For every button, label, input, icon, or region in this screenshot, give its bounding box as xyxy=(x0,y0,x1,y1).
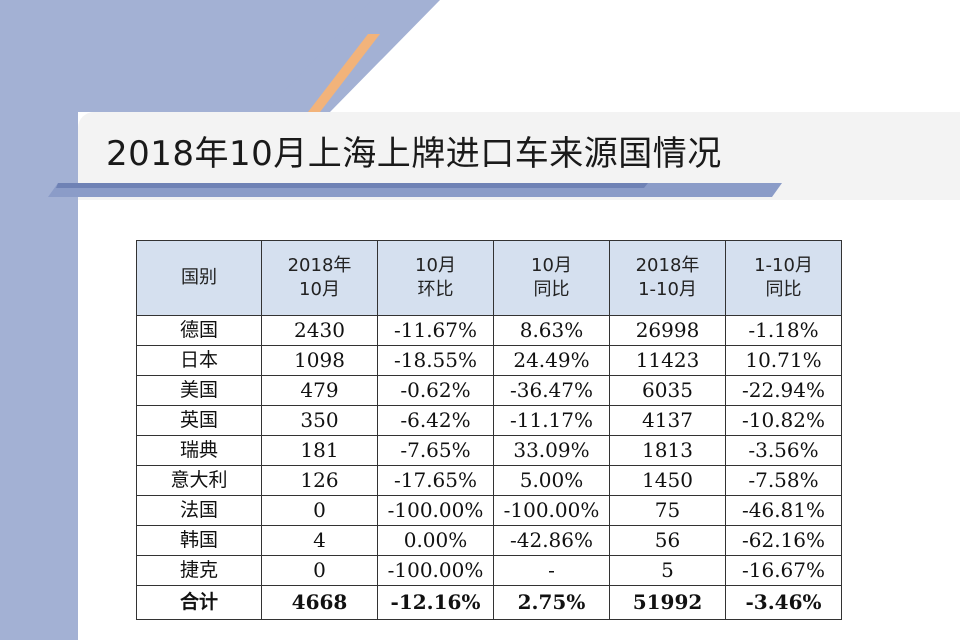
cell-country: 英国 xyxy=(136,405,262,436)
cell-oct-2018: 1098 xyxy=(261,345,378,376)
cell-jan-oct-yoy: -3.56% xyxy=(725,435,842,466)
cell-jan-oct-2018: 1813 xyxy=(609,435,726,466)
cell-oct-mom: -18.55% xyxy=(377,345,494,376)
cell-jan-oct-2018: 56 xyxy=(609,525,726,556)
table-row: 英国 350 -6.42% -11.17% 4137 -10.82% xyxy=(136,405,842,436)
total-jan-oct-2018: 51992 xyxy=(609,585,726,620)
cell-oct-2018: 126 xyxy=(261,465,378,496)
cell-oct-2018: 0 xyxy=(261,495,378,526)
cell-jan-oct-2018: 11423 xyxy=(609,345,726,376)
header-jan-oct-2018: 2018年 1-10月 xyxy=(609,240,726,316)
total-oct-yoy: 2.75% xyxy=(493,585,610,620)
page-title: 2018年10月上海上牌进口车来源国情况 xyxy=(106,134,722,174)
table-row: 日本 1098 -18.55% 24.49% 11423 10.71% xyxy=(136,345,842,376)
table-total-row: 合计 4668 -12.16% 2.75% 51992 -3.46% xyxy=(136,585,842,620)
header-oct-yoy: 10月 同比 xyxy=(493,240,610,316)
cell-oct-2018: 479 xyxy=(261,375,378,406)
cell-jan-oct-2018: 1450 xyxy=(609,465,726,496)
cell-oct-mom: -100.00% xyxy=(377,555,494,586)
cell-oct-2018: 4 xyxy=(261,525,378,556)
cell-country: 德国 xyxy=(136,315,262,346)
total-jan-oct-yoy: -3.46% xyxy=(725,585,842,620)
cell-jan-oct-2018: 75 xyxy=(609,495,726,526)
cell-oct-mom: -11.67% xyxy=(377,315,494,346)
cell-country: 意大利 xyxy=(136,465,262,496)
import-source-table: 国别 2018年 10月 10月 环比 10月 同比 2018年 1-10月 1… xyxy=(136,240,842,620)
header-jan-oct-yoy: 1-10月 同比 xyxy=(725,240,842,316)
orange-diagonal-stripe xyxy=(308,34,380,112)
cell-country: 瑞典 xyxy=(136,435,262,466)
cell-jan-oct-yoy: -22.94% xyxy=(725,375,842,406)
cell-oct-yoy: 8.63% xyxy=(493,315,610,346)
table-row: 法国 0 -100.00% -100.00% 75 -46.81% xyxy=(136,495,842,526)
blue-diagonal-band xyxy=(262,0,440,112)
cell-jan-oct-2018: 4137 xyxy=(609,405,726,436)
cell-oct-yoy: 33.09% xyxy=(493,435,610,466)
cell-country: 韩国 xyxy=(136,525,262,556)
total-country: 合计 xyxy=(136,585,262,620)
cell-oct-yoy: -36.47% xyxy=(493,375,610,406)
cell-jan-oct-yoy: -1.18% xyxy=(725,315,842,346)
cell-oct-mom: -100.00% xyxy=(377,495,494,526)
cell-oct-2018: 0 xyxy=(261,555,378,586)
total-oct-2018: 4668 xyxy=(261,585,378,620)
header-oct-2018: 2018年 10月 xyxy=(261,240,378,316)
table-header-row: 国别 2018年 10月 10月 环比 10月 同比 2018年 1-10月 1… xyxy=(136,240,842,316)
cell-jan-oct-yoy: -62.16% xyxy=(725,525,842,556)
cell-oct-2018: 2430 xyxy=(261,315,378,346)
cell-country: 日本 xyxy=(136,345,262,376)
cell-oct-mom: -0.62% xyxy=(377,375,494,406)
cell-jan-oct-2018: 5 xyxy=(609,555,726,586)
cell-oct-yoy: -100.00% xyxy=(493,495,610,526)
header-oct-mom: 10月 环比 xyxy=(377,240,494,316)
cell-jan-oct-yoy: -16.67% xyxy=(725,555,842,586)
cell-country: 捷克 xyxy=(136,555,262,586)
cell-oct-yoy: 24.49% xyxy=(493,345,610,376)
cell-oct-yoy: - xyxy=(493,555,610,586)
table-row: 瑞典 181 -7.65% 33.09% 1813 -3.56% xyxy=(136,435,842,466)
header-country: 国别 xyxy=(136,240,262,316)
table-row: 美国 479 -0.62% -36.47% 6035 -22.94% xyxy=(136,375,842,406)
table-row: 捷克 0 -100.00% -5 -16.67% xyxy=(136,555,842,586)
cell-oct-2018: 181 xyxy=(261,435,378,466)
cell-oct-yoy: -11.17% xyxy=(493,405,610,436)
cell-oct-mom: -7.65% xyxy=(377,435,494,466)
total-oct-mom: -12.16% xyxy=(377,585,494,620)
cell-oct-yoy: 5.00% xyxy=(493,465,610,496)
cell-oct-mom: -6.42% xyxy=(377,405,494,436)
blue-top-panel xyxy=(78,0,372,112)
cell-oct-yoy: -42.86% xyxy=(493,525,610,556)
cell-jan-oct-2018: 26998 xyxy=(609,315,726,346)
cell-jan-oct-yoy: 10.71% xyxy=(725,345,842,376)
table-row: 韩国 4 0.00% -42.86% 56 -62.16% xyxy=(136,525,842,556)
cell-jan-oct-2018: 6035 xyxy=(609,375,726,406)
title-underline-bar xyxy=(48,183,782,197)
background-left-panel xyxy=(0,0,78,640)
cell-jan-oct-yoy: -46.81% xyxy=(725,495,842,526)
cell-country: 法国 xyxy=(136,495,262,526)
cell-jan-oct-yoy: -7.58% xyxy=(725,465,842,496)
cell-oct-2018: 350 xyxy=(261,405,378,436)
cell-country: 美国 xyxy=(136,375,262,406)
table-row: 德国 2430 -11.67% 8.63% 26998 -1.18% xyxy=(136,315,842,346)
cell-jan-oct-yoy: -10.82% xyxy=(725,405,842,436)
cell-oct-mom: 0.00% xyxy=(377,525,494,556)
table-row: 意大利 126 -17.65% 5.00% 1450 -7.58% xyxy=(136,465,842,496)
cell-oct-mom: -17.65% xyxy=(377,465,494,496)
